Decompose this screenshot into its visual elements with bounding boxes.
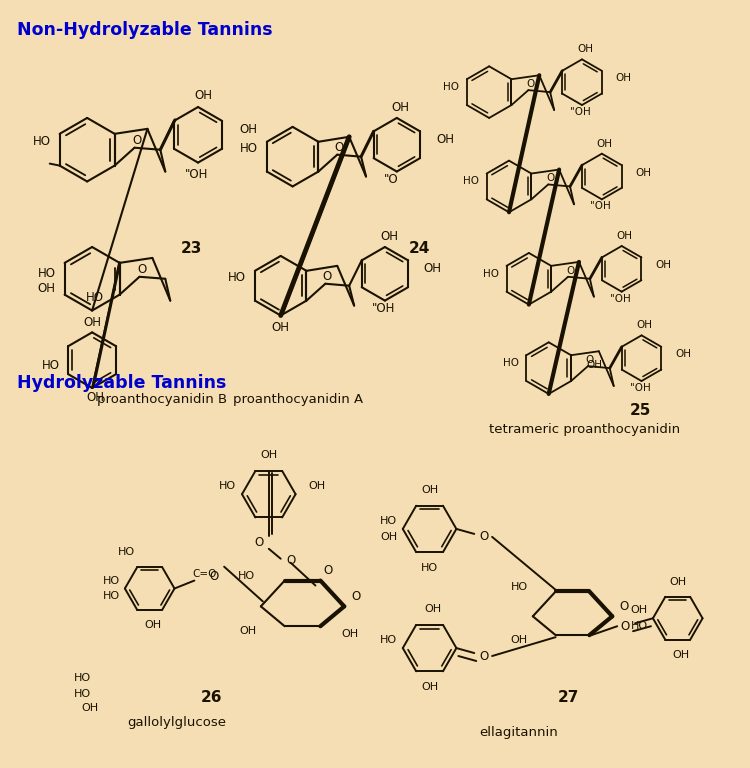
Text: HO: HO [228, 271, 246, 284]
Text: HO: HO [483, 269, 500, 279]
Text: HO: HO [631, 621, 647, 631]
Text: gallolylglucose: gallolylglucose [127, 716, 226, 729]
Text: tetrameric proanthocyanidin: tetrameric proanthocyanidin [489, 423, 680, 436]
Text: OH: OH [672, 650, 689, 660]
Text: O: O [526, 79, 535, 89]
Text: OH: OH [38, 282, 56, 295]
Text: OH: OH [380, 532, 398, 542]
Text: OH: OH [616, 73, 632, 83]
Text: proanthocyanidin A: proanthocyanidin A [233, 393, 363, 406]
Text: O: O [138, 263, 147, 276]
Text: OH: OH [194, 88, 212, 101]
Text: OH: OH [240, 626, 257, 636]
Text: HO: HO [421, 563, 438, 573]
Text: HO: HO [41, 359, 59, 372]
Text: 24: 24 [409, 241, 430, 257]
Text: HO: HO [380, 516, 398, 526]
Text: HO: HO [103, 591, 119, 601]
Text: O: O [479, 650, 489, 663]
Text: 26: 26 [200, 690, 222, 705]
Text: O: O [620, 620, 630, 633]
Text: OH: OH [82, 703, 99, 713]
Text: OH: OH [656, 260, 671, 270]
Text: "OH: "OH [185, 168, 209, 181]
Text: HO: HO [380, 635, 398, 645]
Text: OH: OH [675, 349, 692, 359]
Text: OH: OH [669, 577, 686, 587]
Text: O: O [620, 600, 628, 613]
Text: OH: OH [421, 485, 438, 495]
Text: OH: OH [424, 604, 441, 614]
Text: OH: OH [421, 682, 438, 692]
Text: OH: OH [380, 230, 398, 243]
Text: Non-Hydrolyzable Tannins: Non-Hydrolyzable Tannins [16, 21, 272, 38]
Text: HO: HO [86, 291, 104, 304]
Text: OH: OH [436, 134, 454, 146]
Text: OH: OH [240, 124, 258, 137]
Text: OH: OH [86, 392, 104, 405]
Text: O: O [566, 266, 574, 276]
Text: HO: HO [511, 581, 528, 591]
Text: O: O [352, 590, 361, 603]
Text: O: O [334, 141, 344, 154]
Text: OH: OH [260, 451, 278, 461]
Text: O: O [209, 570, 219, 583]
Text: O: O [286, 554, 296, 568]
Text: Hydrolyzable Tannins: Hydrolyzable Tannins [16, 374, 226, 392]
Text: OH: OH [424, 263, 442, 276]
Text: HO: HO [74, 689, 91, 699]
Text: OH: OH [272, 321, 290, 334]
Text: "OH: "OH [629, 383, 650, 393]
Text: "OH: "OH [610, 293, 631, 303]
Text: OH: OH [631, 605, 647, 615]
Text: OH: OH [511, 635, 528, 645]
Text: OH: OH [392, 101, 410, 114]
Text: OH: OH [597, 139, 613, 149]
Text: O: O [324, 564, 333, 577]
Text: O: O [479, 531, 489, 544]
Text: O: O [133, 134, 142, 147]
Text: HO: HO [464, 177, 479, 187]
Text: HO: HO [218, 482, 236, 492]
Text: HO: HO [74, 673, 91, 683]
Text: HO: HO [118, 547, 135, 557]
Text: OH: OH [586, 360, 602, 370]
Text: "O: "O [384, 173, 398, 186]
Text: OH: OH [635, 167, 652, 177]
Text: OH: OH [637, 320, 652, 330]
Text: HO: HO [503, 358, 519, 368]
Text: "OH: "OH [570, 107, 591, 117]
Text: "OH: "OH [590, 201, 610, 211]
Text: HO: HO [443, 82, 460, 92]
Text: C=O: C=O [192, 568, 217, 578]
Text: OH: OH [144, 621, 161, 631]
Text: HO: HO [38, 267, 56, 280]
Text: HO: HO [32, 135, 50, 148]
Text: OH: OH [616, 231, 633, 241]
Text: HO: HO [103, 575, 119, 585]
Text: O: O [586, 355, 594, 365]
Text: 25: 25 [630, 403, 651, 419]
Text: O: O [322, 270, 332, 283]
Text: OH: OH [577, 45, 593, 55]
Text: 23: 23 [181, 241, 202, 257]
Text: "OH: "OH [372, 302, 395, 315]
Text: OH: OH [308, 482, 326, 492]
Text: HO: HO [240, 142, 258, 155]
Text: HO: HO [238, 571, 255, 581]
Text: proanthocyanidin B: proanthocyanidin B [97, 393, 227, 406]
Text: OH: OH [83, 316, 101, 329]
Text: 27: 27 [558, 690, 579, 705]
Text: ellagitannin: ellagitannin [479, 726, 558, 739]
Text: O: O [546, 174, 554, 184]
Text: O: O [254, 536, 263, 549]
Text: OH: OH [341, 629, 358, 639]
